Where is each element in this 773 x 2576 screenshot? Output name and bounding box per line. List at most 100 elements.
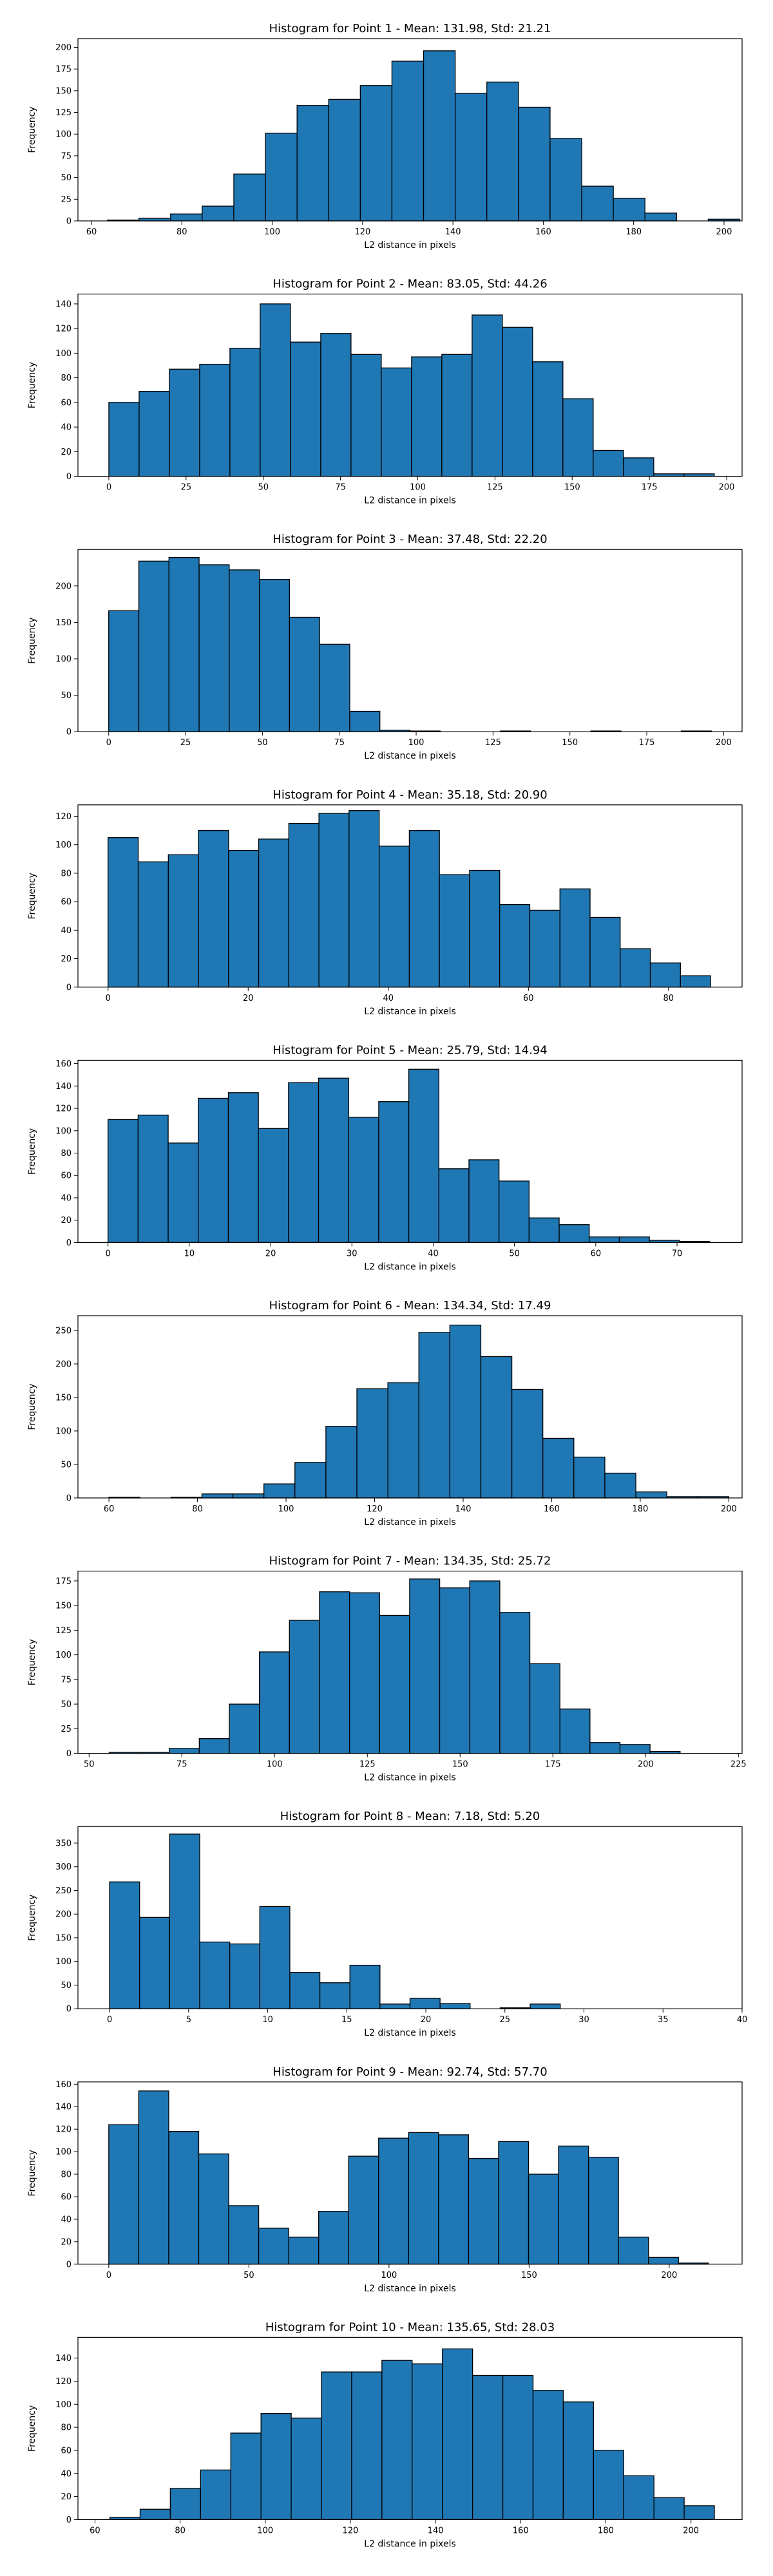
histogram-bar <box>532 2390 564 2521</box>
x-tick-label: 30 <box>347 1249 358 1258</box>
histogram-bar <box>318 2211 349 2265</box>
y-tick-label: 20 <box>61 448 72 457</box>
x-tick-label: 160 <box>535 227 551 237</box>
histogram-bar <box>294 1462 327 1499</box>
y-tick-label: 160 <box>55 1059 72 1069</box>
histogram-bar <box>581 185 614 222</box>
x-tick-label: 120 <box>367 1504 383 1514</box>
histogram-bar <box>558 1224 590 1244</box>
chart-title: Histogram for Point 8 - Mean: 7.18, Std:… <box>280 1810 540 1823</box>
histogram-bar <box>232 1493 265 1499</box>
y-tick-label: 100 <box>55 840 72 850</box>
histogram-bar <box>480 1356 513 1499</box>
chart-title: Histogram for Point 4 - Mean: 35.18, Std… <box>272 788 547 802</box>
chart-title: Histogram for Point 7 - Mean: 134.35, St… <box>269 1555 551 1568</box>
histogram-bar <box>350 354 382 477</box>
histogram-bar <box>229 1943 260 2009</box>
histogram-bar <box>442 2348 473 2521</box>
x-axis-label: L2 distance in pixels <box>364 240 456 251</box>
histogram-bar <box>439 874 470 988</box>
histogram-bar <box>328 99 361 222</box>
y-tick-label: 25 <box>61 195 72 205</box>
bars <box>109 1833 561 2009</box>
y-tick-label: 125 <box>55 1626 72 1636</box>
histogram-bar <box>108 1119 139 1244</box>
y-tick-label: 40 <box>61 423 72 433</box>
y-axis-label: Frequency <box>27 106 37 153</box>
histogram-bar <box>137 861 169 988</box>
x-tick-label: 20 <box>421 2015 432 2025</box>
histogram-bar <box>260 303 291 477</box>
histogram-bar <box>289 616 320 732</box>
y-tick-label: 50 <box>61 173 72 183</box>
x-axis-label: L2 distance in pixels <box>364 1262 456 1272</box>
x-tick-label: 25 <box>180 738 191 748</box>
x-tick-label: 35 <box>658 2015 669 2025</box>
y-tick-label: 60 <box>61 898 72 907</box>
histogram-bar <box>348 1117 379 1244</box>
y-tick-label: 140 <box>55 2103 72 2112</box>
histogram-2: Histogram for Point 2 - Mean: 83.05, Std… <box>27 278 743 506</box>
histogram-bar <box>409 1998 441 2009</box>
histogram-bar <box>409 1578 441 1754</box>
histogram-bar <box>683 2505 715 2521</box>
y-tick-label: 20 <box>61 954 72 964</box>
x-tick-label: 180 <box>632 1504 648 1514</box>
histogram-bar <box>378 846 410 988</box>
y-axis-label: Frequency <box>27 2150 37 2196</box>
y-tick-label: 60 <box>61 1171 72 1181</box>
histogram-bar <box>108 402 140 477</box>
histogram-4: Histogram for Point 4 - Mean: 35.18, Std… <box>27 788 743 1017</box>
histogram-bar <box>169 368 200 477</box>
histogram-bar <box>260 2412 292 2521</box>
x-tick-label: 10 <box>262 2015 273 2025</box>
histogram-10: Histogram for Point 10 - Mean: 135.65, S… <box>27 2320 743 2549</box>
x-tick-label: 40 <box>737 2015 748 2025</box>
bars <box>109 2348 715 2521</box>
histogram-bar <box>558 2145 589 2265</box>
x-tick-label: 30 <box>578 2015 589 2025</box>
x-tick-label: 120 <box>354 227 370 237</box>
y-tick-label: 60 <box>61 2446 72 2456</box>
x-tick-label: 50 <box>257 738 268 748</box>
x-axis-label: L2 distance in pixels <box>364 2284 456 2294</box>
histogram-bar <box>499 1180 530 1244</box>
histogram-bar <box>530 2003 561 2009</box>
histogram-bar <box>318 813 350 988</box>
histogram-bar <box>108 837 139 988</box>
histogram-bar <box>201 1493 234 1499</box>
chart-title: Histogram for Point 1 - Mean: 131.98, St… <box>269 22 551 35</box>
histogram-bar <box>618 1236 650 1244</box>
x-tick-label: 140 <box>428 2526 444 2535</box>
y-axis-label: Frequency <box>27 1128 37 1175</box>
histogram-bar <box>167 854 199 988</box>
histogram-bar <box>587 2157 619 2265</box>
histogram-bar <box>108 610 140 732</box>
x-tick-label: 200 <box>719 483 735 493</box>
histogram-bar <box>378 2137 409 2265</box>
x-tick-label: 160 <box>513 2526 529 2535</box>
histogram-bar <box>518 106 551 222</box>
y-tick-label: 80 <box>61 1149 72 1159</box>
histogram-bar <box>472 2374 504 2521</box>
histogram-bar <box>408 1068 439 1244</box>
histogram-bar <box>498 2141 530 2265</box>
x-tick-label: 10 <box>184 1249 195 1258</box>
x-tick-label: 225 <box>730 1760 747 1770</box>
y-tick-label: 80 <box>61 2423 72 2433</box>
histogram-bar <box>549 138 582 222</box>
y-axis-label: Frequency <box>27 618 37 664</box>
histogram-bar <box>486 81 519 222</box>
x-tick-label: 75 <box>334 738 345 748</box>
bars <box>108 810 711 988</box>
x-tick-label: 200 <box>716 227 732 237</box>
y-tick-label: 120 <box>55 1104 72 1114</box>
histogram-bar <box>265 133 298 222</box>
histogram-bar <box>589 1742 621 1754</box>
histogram-bar <box>202 205 234 222</box>
y-tick-label: 100 <box>55 1651 72 1660</box>
histogram-bar <box>137 1114 169 1244</box>
histogram-bar <box>198 2153 229 2265</box>
